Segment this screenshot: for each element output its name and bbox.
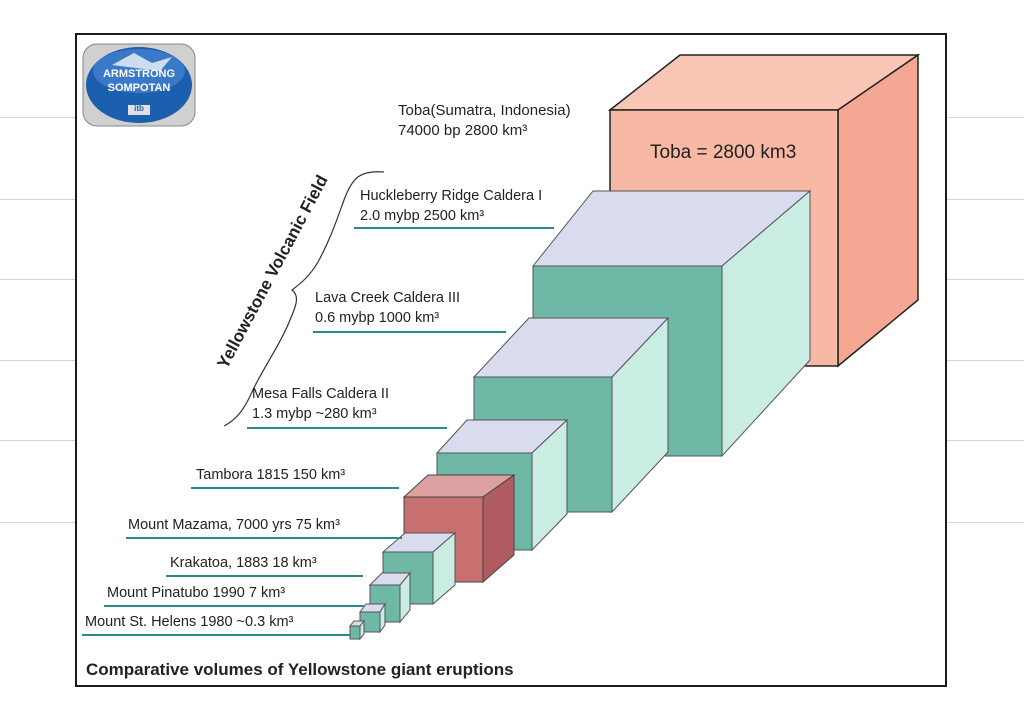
mesa-falls-label-line1: Mesa Falls Caldera II bbox=[252, 386, 389, 402]
tambora-label: Tambora 1815 150 km³ bbox=[196, 467, 346, 483]
lava-creek-label-line1: Lava Creek Caldera III bbox=[315, 290, 461, 306]
logo-line1: ARMSTRONG bbox=[102, 68, 176, 80]
krakatoa-label: Krakatoa, 1883 18 km³ bbox=[170, 555, 317, 571]
toba-location-label: Toba(Sumatra, Indonesia) bbox=[398, 102, 571, 119]
lava-creek-underline bbox=[313, 331, 506, 333]
figure-caption: Comparative volumes of Yellowstone giant… bbox=[86, 660, 514, 679]
pinatubo-label: Mount Pinatubo 1990 7 km³ bbox=[107, 585, 286, 601]
toba-volume-label: 74000 bp 2800 km³ bbox=[398, 122, 528, 139]
mesa-falls-label-line2: 1.3 mybp ~280 km³ bbox=[252, 406, 377, 422]
st-helens-label: Mount St. Helens 1980 ~0.3 km³ bbox=[85, 614, 294, 630]
logo: ARMSTRONG SOMPOTAN itb bbox=[82, 43, 196, 127]
huckleberry-label-line1: Huckleberry Ridge Caldera I bbox=[360, 188, 543, 204]
huckleberry-underline bbox=[354, 227, 554, 229]
mazama-underline bbox=[126, 537, 402, 539]
logo-line2: SOMPOTAN bbox=[107, 82, 171, 94]
krakatoa-underline bbox=[166, 575, 363, 577]
logo-mark: itb bbox=[134, 104, 144, 113]
mazama-label: Mount Mazama, 7000 yrs 75 km³ bbox=[128, 517, 340, 533]
huckleberry-label-line2: 2.0 mybp 2500 km³ bbox=[360, 208, 485, 224]
st-helens-underline bbox=[82, 634, 350, 636]
tambora-underline bbox=[191, 487, 399, 489]
mesa-falls-underline bbox=[247, 427, 447, 429]
small-cube-1 bbox=[359, 602, 386, 634]
st-helens-cube bbox=[348, 619, 366, 641]
toba-cube-label: Toba = 2800 km3 bbox=[650, 142, 797, 163]
pinatubo-underline bbox=[104, 605, 364, 607]
yellowstone-brace bbox=[223, 171, 385, 427]
lava-creek-label-line2: 0.6 mybp 1000 km³ bbox=[315, 310, 440, 326]
